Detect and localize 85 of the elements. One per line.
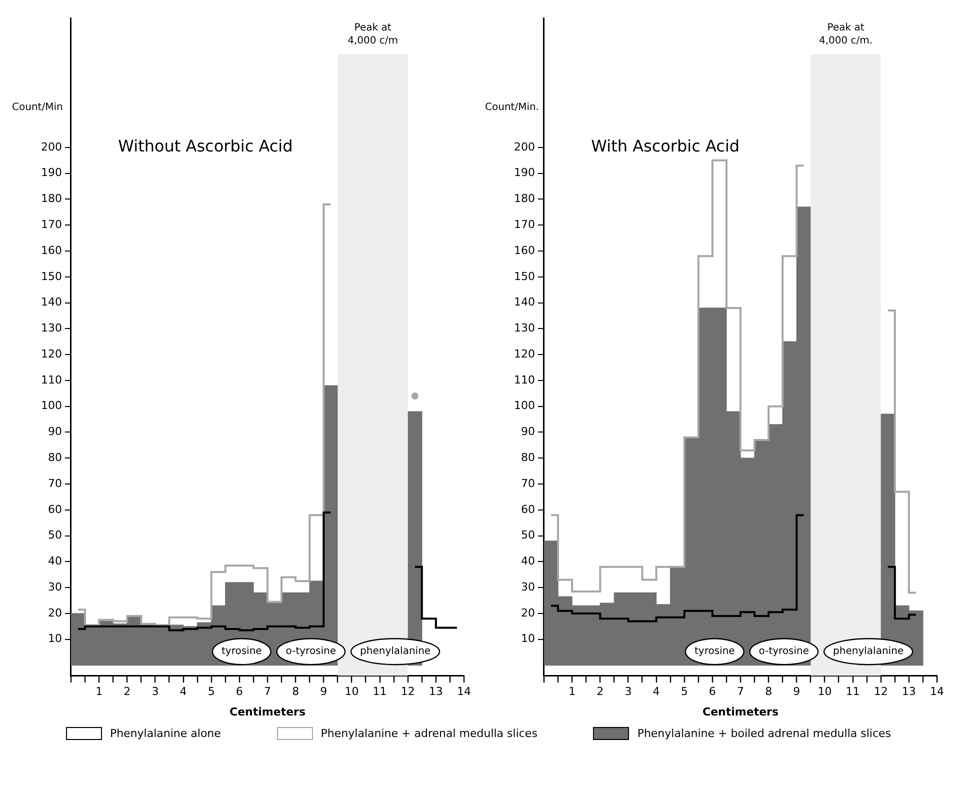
y-tick-label: 140	[514, 296, 535, 309]
y-axis-title: Count/Min.	[485, 102, 539, 114]
x-tick-label: 10	[818, 685, 832, 698]
annotation: o-tyrosine	[286, 646, 336, 658]
y-tick-label: 150	[40, 270, 62, 283]
band-label: Peak at 4,000 c/m	[348, 22, 398, 47]
y-axis-title: Count/Min	[12, 102, 63, 114]
y-tick-label: 70	[520, 476, 535, 490]
y-tick-label: 190	[40, 166, 62, 180]
x-tick-label: 14	[457, 685, 471, 698]
x-tick-label: 8	[292, 685, 300, 698]
y-tick-label: 30	[520, 580, 535, 594]
x-tick-label: 3	[624, 685, 632, 698]
x-tick-label: 13	[902, 685, 916, 698]
y-tick-label: 40	[520, 554, 535, 568]
y-tick-label: 170	[40, 218, 62, 231]
x-tick-label: 1	[568, 685, 576, 698]
x-tick-label: 5	[208, 685, 215, 698]
y-tick-label: 80	[520, 450, 535, 464]
y-tick-label: 200	[40, 140, 62, 154]
y-tick-label: 140	[40, 296, 62, 309]
x-tick-label: 2	[596, 685, 604, 698]
x-tick-label: 2	[124, 685, 131, 698]
y-tick-label: 120	[514, 347, 535, 360]
y-tick-label: 50	[48, 528, 62, 542]
legend-label: Phenylalanine + boiled adrenal medulla slices	[637, 727, 892, 740]
y-tick-label: 50	[520, 528, 535, 542]
y-tick-label: 130	[40, 322, 62, 335]
y-tick-label: 80	[48, 450, 62, 464]
x-tick-label: 8	[765, 685, 772, 698]
y-tick-label: 20	[520, 606, 535, 620]
x-tick-label: 12	[874, 685, 888, 698]
y-tick-label: 110	[514, 373, 535, 386]
y-tick-label: 170	[514, 218, 535, 231]
x-tick-label: 6	[236, 685, 243, 698]
y-tick-label: 20	[48, 606, 62, 620]
x-tick-label: 9	[320, 685, 328, 698]
x-tick-label: 7	[264, 685, 271, 698]
x-tick-label: 11	[846, 685, 860, 698]
x-tick-label: 7	[737, 685, 744, 698]
y-tick-label: 30	[48, 580, 62, 594]
x-tick-label: 9	[793, 685, 800, 698]
x-tick-label: 1	[96, 685, 103, 698]
annotation: tyrosine	[694, 646, 735, 658]
y-tick-label: 180	[514, 192, 535, 206]
y-tick-label: 90	[48, 425, 62, 438]
annotation: o-tyrosine	[758, 646, 810, 658]
x-tick-label: 11	[372, 685, 387, 698]
y-tick-label: 60	[520, 502, 535, 516]
band-label: Peak at 4,000 c/m.	[818, 22, 873, 47]
y-tick-label: 130	[514, 322, 535, 335]
x-tick-label: 5	[680, 685, 688, 698]
y-tick-label: 100	[40, 399, 62, 412]
y-tick-label: 90	[520, 425, 535, 438]
text: With Ascorbic Acid	[591, 136, 740, 156]
y-tick-label: 10	[520, 632, 535, 646]
y-tick-label: 100	[514, 399, 535, 412]
y-tick-label: 10	[48, 632, 62, 646]
y-tick-label: 70	[48, 476, 62, 490]
annotation: phenylalanine	[833, 646, 904, 658]
legend-label: Phenylalanine alone	[110, 727, 221, 740]
x-axis-title: Centimeters	[702, 705, 779, 718]
y-tick-label: 40	[48, 554, 62, 568]
x-tick-label: 12	[400, 685, 415, 698]
legend-label: Phenylalanine + adrenal medulla slices	[320, 727, 538, 740]
y-tick-label: 190	[514, 166, 535, 180]
y-tick-label: 120	[40, 347, 62, 360]
y-tick-label: 60	[48, 502, 62, 516]
x-axis-title: Centimeters	[229, 705, 306, 718]
x-tick-label: 4	[180, 685, 187, 698]
text: Without Ascorbic Acid	[118, 136, 293, 156]
x-tick-label: 6	[708, 685, 716, 698]
y-tick-label: 150	[514, 270, 535, 283]
x-tick-label: 10	[344, 685, 359, 698]
annotation: phenylalanine	[360, 646, 431, 658]
y-tick-label: 200	[514, 140, 535, 154]
annotation: tyrosine	[221, 646, 262, 658]
y-tick-label: 160	[40, 244, 62, 257]
x-tick-label: 3	[152, 685, 159, 698]
y-tick-label: 180	[40, 192, 62, 206]
x-tick-label: 14	[930, 685, 944, 698]
y-tick-label: 110	[40, 373, 62, 386]
x-tick-label: 4	[652, 685, 660, 698]
x-tick-label: 13	[428, 685, 443, 698]
y-tick-label: 160	[514, 244, 535, 257]
